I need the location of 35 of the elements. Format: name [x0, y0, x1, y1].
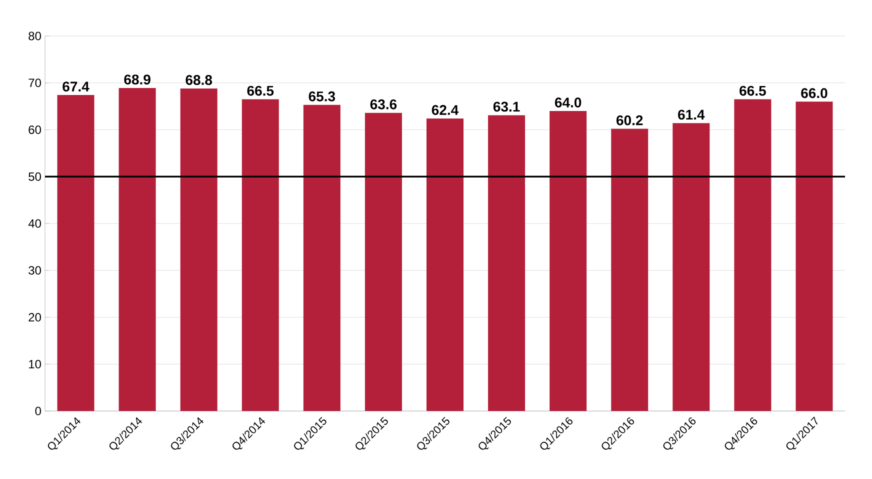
y-tick-label: 30 — [28, 266, 42, 275]
data-label: 63.1 — [493, 102, 520, 112]
data-label: 67.4 — [62, 82, 90, 92]
bar — [242, 99, 279, 411]
data-label: 63.6 — [370, 99, 397, 110]
data-label: 66.0 — [801, 88, 828, 98]
bar — [611, 128, 648, 411]
data-label: 65.3 — [308, 91, 336, 102]
data-label: 68.8 — [186, 75, 212, 85]
y-tick-label: 60 — [28, 126, 42, 134]
y-tick-label: 50 — [28, 172, 42, 181]
bar — [796, 102, 833, 411]
data-label: 68.9 — [124, 74, 150, 84]
bar — [118, 88, 156, 411]
bar — [364, 112, 402, 411]
bar — [488, 115, 526, 411]
y-tick-label: 70 — [28, 78, 42, 88]
bar — [303, 104, 340, 411]
data-label: 60.2 — [616, 115, 643, 126]
bar — [672, 123, 710, 411]
y-tick-label: 0 — [35, 406, 42, 416]
data-label: 61.4 — [678, 110, 705, 120]
bar — [550, 110, 587, 411]
bar — [426, 118, 464, 411]
data-label: 66.5 — [247, 86, 274, 96]
bar — [734, 99, 772, 411]
bar — [180, 88, 218, 411]
y-tick-label: 10 — [29, 360, 42, 368]
data-label: 64.0 — [554, 98, 582, 108]
y-tick-label: 40 — [28, 219, 42, 228]
data-label: 66.5 — [740, 86, 766, 96]
y-tick-label: 20 — [28, 313, 42, 322]
bar — [57, 95, 94, 411]
data-label: 62.4 — [432, 105, 459, 115]
y-tick-label: 80 — [28, 32, 42, 40]
